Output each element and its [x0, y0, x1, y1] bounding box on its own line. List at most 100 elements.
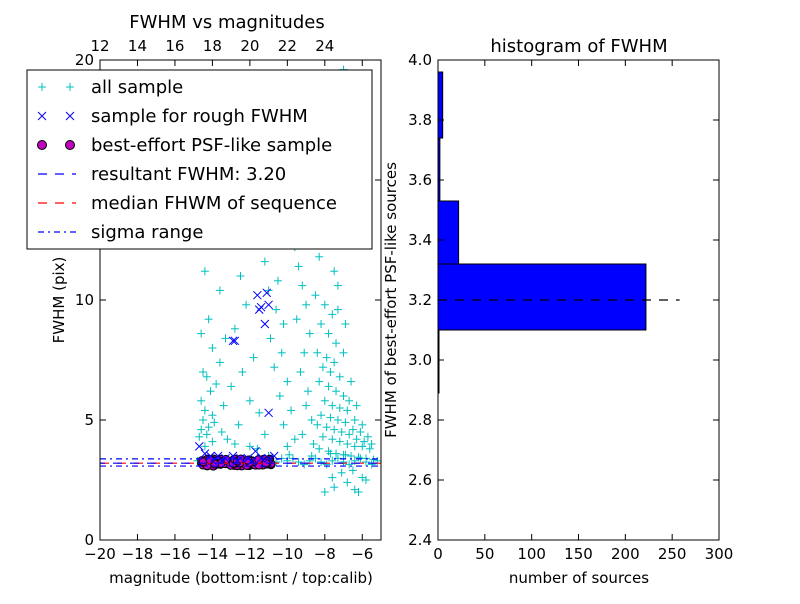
scatter-x-ticks: −20 −18 −16 −14 −12 −10 −8 −6	[84, 60, 373, 563]
all-sample-point	[242, 300, 251, 309]
all-sample-point	[322, 353, 331, 362]
all-sample-point	[328, 473, 337, 482]
all-sample-point	[320, 300, 329, 309]
scatter-y-ticks: 05101520	[75, 51, 381, 549]
top-tick-label: 18	[203, 37, 222, 55]
all-sample-point	[324, 382, 333, 391]
legend-marker-plus	[38, 83, 74, 91]
histogram-panel: 0 50 100 150 200 250 300 2.4 2.6 2.8 3.0 3.2 3.4 3.6…	[382, 36, 733, 587]
all-sample-point	[197, 396, 206, 405]
x-tick-label: 150	[564, 545, 593, 563]
all-sample-point	[200, 406, 209, 415]
histogram-x-label: number of sources	[509, 569, 649, 587]
legend: all sample sample for rough FWHM best-ef…	[26, 69, 373, 250]
all-sample-point	[369, 455, 378, 464]
all-sample-point	[230, 440, 239, 448]
all-sample-point	[202, 430, 211, 439]
all-sample-point	[367, 460, 376, 469]
all-sample-point	[236, 272, 245, 280]
all-sample-point	[333, 305, 342, 314]
all-sample-point	[217, 428, 226, 436]
all-sample-point	[215, 358, 224, 367]
x-tick-label: −14	[197, 545, 229, 563]
all-sample-point	[337, 468, 346, 477]
legend-label: all sample	[91, 77, 183, 98]
all-sample-point	[343, 440, 352, 448]
all-sample-point	[322, 460, 331, 469]
all-sample-point	[283, 377, 292, 386]
scatter-x-label: magnitude (bottom:isnt / top:calib)	[109, 569, 373, 587]
all-sample-point	[249, 353, 258, 362]
all-sample-point	[313, 348, 322, 357]
all-sample-point	[219, 401, 228, 410]
x-tick-label: −8	[314, 545, 336, 563]
all-sample-point	[352, 435, 361, 444]
scatter-top-ticks: 12 14 16 18 20 22 24	[90, 37, 334, 55]
rough-fwhm-point	[200, 449, 210, 458]
histogram-bar	[437, 263, 647, 331]
all-sample-point	[328, 456, 337, 465]
all-sample-point	[333, 281, 342, 290]
x-tick-label: 100	[517, 545, 546, 563]
all-sample-point	[200, 442, 209, 451]
all-sample-point	[302, 401, 311, 410]
x-tick-label: 200	[611, 545, 640, 563]
all-sample-point	[287, 406, 296, 415]
y-tick-label: 3.0	[408, 351, 432, 369]
histogram-x-ticks: 0 50 100 150 200 250 300	[433, 60, 733, 563]
all-sample-point	[345, 396, 354, 405]
y-tick-label: 3.8	[408, 111, 432, 129]
all-sample-point	[317, 320, 326, 328]
all-sample-point	[320, 488, 329, 496]
all-sample-point	[270, 363, 279, 372]
all-sample-point	[328, 401, 337, 410]
psf-sample-point	[254, 454, 264, 464]
all-sample-point	[311, 291, 320, 300]
all-sample-point	[350, 416, 359, 424]
all-sample-point	[279, 320, 288, 328]
rough-fwhm-point	[251, 446, 260, 456]
all-sample-point	[363, 432, 372, 441]
histogram-bars	[437, 71, 647, 394]
all-sample-point	[343, 478, 352, 487]
all-sample-point	[348, 466, 357, 475]
legend-label: median FHWM of sequence	[91, 193, 337, 214]
reference-lines	[100, 458, 381, 467]
all-sample-point	[350, 442, 359, 451]
y-tick-label: 2.4	[408, 531, 432, 549]
rough-fwhm-point	[253, 290, 262, 300]
all-sample-point	[362, 476, 371, 484]
all-sample-point	[200, 267, 209, 276]
y-tick-label: 2.8	[408, 411, 432, 429]
x-tick-label: −10	[272, 545, 304, 563]
all-sample-point	[275, 392, 284, 400]
all-sample-point	[320, 396, 329, 405]
all-sample-point	[358, 442, 367, 451]
y-tick-label: 0	[84, 531, 94, 549]
all-sample-point	[354, 488, 363, 496]
all-sample-point	[245, 442, 254, 451]
all-sample-point	[345, 460, 354, 469]
all-sample-point	[335, 372, 344, 381]
all-sample-point	[352, 401, 361, 410]
top-tick-label: 22	[278, 37, 297, 55]
all-sample-point	[341, 450, 350, 459]
all-sample-point	[277, 348, 286, 357]
all-sample-point	[296, 368, 305, 376]
all-sample-point	[339, 348, 348, 357]
all-sample-point	[302, 300, 311, 309]
x-tick-label: −18	[122, 545, 154, 563]
all-sample-point	[208, 411, 217, 420]
y-tick-label: 3.2	[408, 291, 432, 309]
all-sample-point	[208, 437, 217, 446]
all-sample-point	[307, 416, 316, 424]
all-sample-point	[245, 396, 254, 405]
all-sample-point	[328, 435, 337, 444]
legend-label: sigma range	[91, 222, 203, 243]
legend-marker-circle	[65, 140, 75, 150]
all-sample-point	[315, 444, 324, 453]
all-sample-point	[337, 428, 346, 436]
all-sample-point	[195, 432, 204, 441]
all-sample-point	[315, 377, 324, 386]
all-sample-point	[294, 458, 303, 466]
